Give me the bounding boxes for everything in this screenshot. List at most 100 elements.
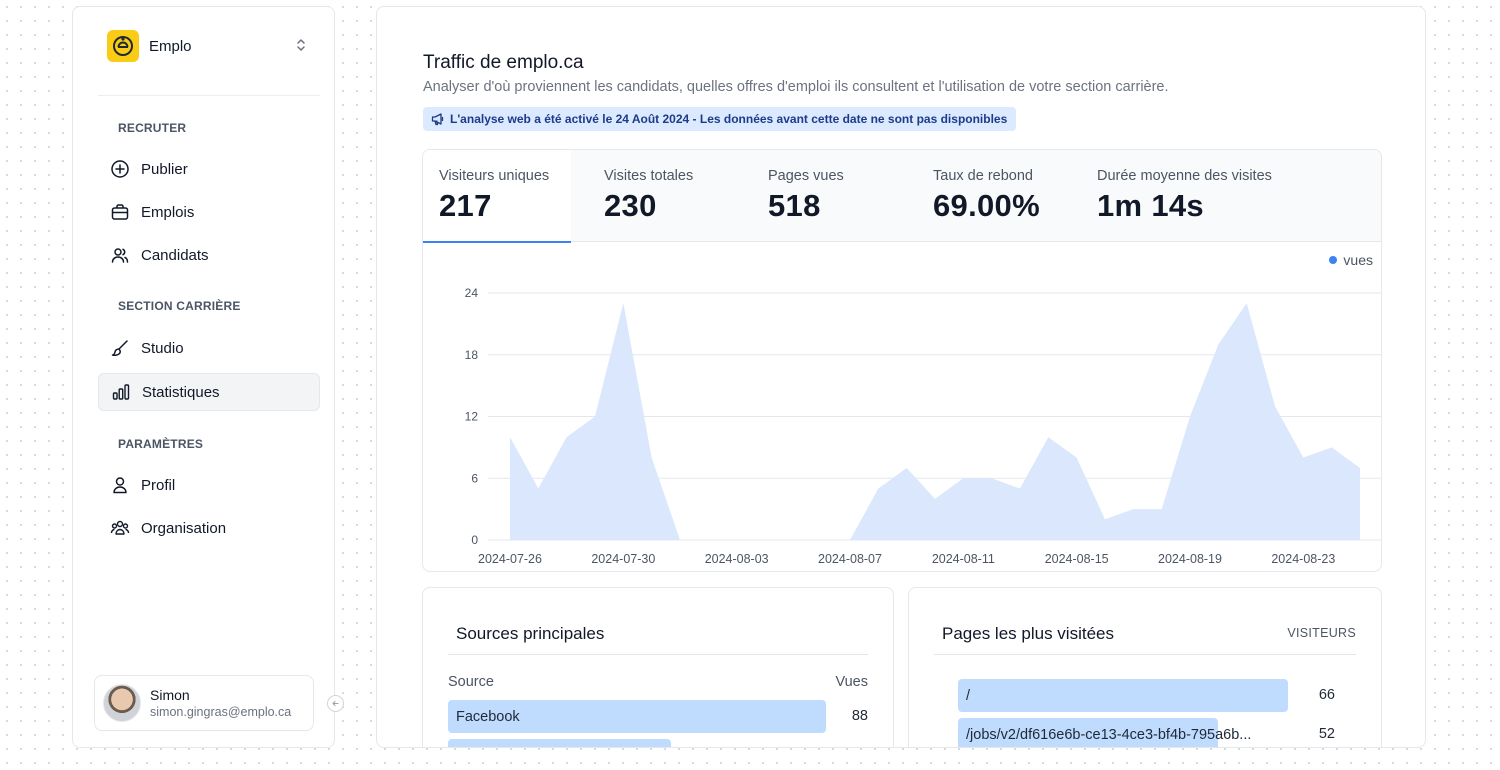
notice-text: L'analyse web a été activé le 24 Août 20… — [450, 112, 1008, 126]
sidebar-item-candidats[interactable]: Candidats — [98, 236, 320, 274]
user-icon — [110, 475, 130, 495]
page-title: Traffic de emplo.ca — [423, 52, 584, 73]
sidebar: Emplo RECRUTER Publier Emplois Candidats… — [72, 6, 335, 748]
main-panel: Traffic de emplo.ca Analyser d'où provie… — [376, 6, 1426, 748]
y-tick-label: 0 — [471, 533, 478, 547]
sidebar-item-profil[interactable]: Profil — [98, 466, 320, 504]
sidebar-item-studio[interactable]: Studio — [98, 329, 320, 367]
collapse-sidebar-button[interactable] — [327, 695, 344, 712]
user-name: Simon — [150, 687, 190, 703]
x-tick-label: 2024-08-03 — [705, 552, 769, 566]
section-title-carriere: SECTION CARRIÈRE — [118, 299, 241, 313]
col-visitors: VISITEURS — [1287, 626, 1356, 640]
bar-value: 52 — [852, 747, 868, 748]
analytics-notice: L'analyse web a été activé le 24 Août 20… — [423, 107, 1017, 131]
user-email: simon.gingras@emplo.ca — [150, 705, 292, 719]
legend-label: vues — [1343, 252, 1373, 268]
stat-value: 230 — [604, 188, 657, 223]
x-tick-label: 2024-08-15 — [1045, 552, 1109, 566]
y-tick-label: 12 — [465, 410, 479, 424]
sidebar-item-emplois[interactable]: Emplois — [98, 193, 320, 231]
sidebar-item-label: Publier — [141, 160, 188, 178]
chart-svg: 0 6 12 18 24 2024-07-26 2024-07-30 2024-08-03 20… — [465, 286, 1381, 566]
users-icon — [110, 245, 130, 265]
stat-value: 518 — [768, 188, 821, 223]
team-icon — [110, 518, 130, 538]
stat-label: Pages vues — [768, 168, 844, 184]
x-tick-label: 2024-07-26 — [478, 552, 542, 566]
bar-fill — [958, 679, 1288, 712]
sidebar-item-label: Statistiques — [142, 383, 220, 401]
sidebar-item-label: Emplois — [141, 203, 195, 221]
top-pages-title: Pages les plus visitées — [942, 624, 1114, 643]
sidebar-item-publier[interactable]: Publier — [98, 150, 320, 188]
bar-fill — [448, 700, 826, 733]
sidebar-item-label: Candidats — [141, 246, 209, 264]
stat-label: Durée moyenne des visites — [1097, 168, 1272, 184]
x-tick-label: 2024-07-30 — [591, 552, 655, 566]
sidebar-item-statistiques[interactable]: Statistiques — [98, 373, 320, 411]
section-title-recruter: RECRUTER — [118, 121, 187, 135]
top-pages-card: Pages les plus visitées VISITEURS / 66/jo… — [908, 587, 1382, 747]
bar-chart-icon — [111, 382, 131, 402]
stat-label: Taux de rebond — [933, 168, 1033, 184]
tab-duree-moyenne[interactable]: Durée moyenne des visites 1m 14s — [1081, 150, 1301, 242]
page-row[interactable]: / — [958, 679, 1288, 712]
bar-label: / — [966, 687, 971, 704]
sources-title: Sources principales — [456, 624, 605, 643]
org-name: Emplo — [149, 37, 192, 55]
sidebar-item-organisation[interactable]: Organisation — [98, 509, 320, 547]
tab-pages-vues[interactable]: Pages vues 518 — [752, 150, 902, 242]
y-tick-label: 6 — [471, 471, 478, 485]
divider — [934, 654, 1356, 655]
source-row[interactable]: Facebook — [448, 700, 826, 733]
tab-taux-de-rebond[interactable]: Taux de rebond 69.00% — [917, 150, 1067, 242]
traffic-chart: vues 0 6 12 18 24 2024-07-26 2024-07-30 2024-08… — [423, 242, 1381, 571]
bar-label: /jobs/v2/df616e6b-ce13-4ce3-bf4b-795a6b.… — [966, 726, 1252, 743]
stat-label: Visites totales — [604, 168, 694, 184]
bar-value: 88 — [851, 708, 868, 724]
stat-value: 69.00% — [933, 188, 1040, 223]
col-source: Source — [448, 674, 494, 690]
bar-fill — [448, 739, 672, 747]
org-switcher[interactable]: Emplo — [107, 29, 307, 63]
page-subtitle: Analyser d'où proviennent les candidats,… — [423, 79, 1169, 95]
x-tick-label: 2024-08-23 — [1271, 552, 1335, 566]
section-title-parametres: PARAMÈTRES — [118, 437, 204, 451]
stat-label: Visiteurs uniques — [439, 168, 550, 184]
page-row[interactable]: /jobs/v2/df616e6b-ce13-4ce3-bf4b-795a6b.… — [958, 718, 1288, 747]
megaphone-icon — [431, 113, 444, 126]
briefcase-icon — [110, 202, 130, 222]
x-tick-label: 2024-08-19 — [1158, 552, 1222, 566]
source-row[interactable] — [448, 739, 826, 747]
avatar — [103, 684, 141, 722]
sidebar-item-label: Profil — [141, 476, 176, 494]
divider — [448, 654, 868, 655]
tab-visites-totales[interactable]: Visites totales 230 — [588, 150, 738, 242]
bar-label: Facebook — [456, 708, 520, 725]
bar-value: 66 — [1318, 687, 1335, 703]
col-views: Vues — [835, 674, 868, 690]
x-tick-label: 2024-08-11 — [932, 552, 995, 566]
chart-legend: vues — [1329, 252, 1373, 268]
legend-dot — [1329, 256, 1338, 264]
traffic-stats-card: Visiteurs uniques 217 Visites totales 23… — [422, 149, 1382, 572]
arrow-left-icon — [332, 700, 339, 707]
y-tick-label: 24 — [465, 286, 479, 300]
bar-fill — [958, 718, 1218, 747]
chevron-up-down-icon — [295, 37, 307, 56]
sidebar-item-label: Organisation — [141, 519, 227, 537]
bar-value: 52 — [1318, 726, 1335, 742]
sources-card: Sources principales Source Vues Facebook… — [422, 587, 894, 748]
stat-value: 1m 14s — [1097, 188, 1204, 223]
y-tick-label: 18 — [465, 348, 479, 362]
brush-icon — [110, 338, 130, 358]
sidebar-item-label: Studio — [141, 339, 184, 357]
stats-tabs: Visiteurs uniques 217 Visites totales 23… — [423, 150, 1381, 243]
tab-visiteurs-uniques[interactable]: Visiteurs uniques 217 — [423, 150, 571, 243]
stat-value: 217 — [439, 188, 492, 223]
user-menu[interactable]: Simon simon.gingras@emplo.ca — [94, 675, 314, 731]
plus-circle-icon — [110, 159, 130, 179]
x-tick-label: 2024-08-07 — [818, 552, 882, 566]
divider — [98, 95, 320, 96]
